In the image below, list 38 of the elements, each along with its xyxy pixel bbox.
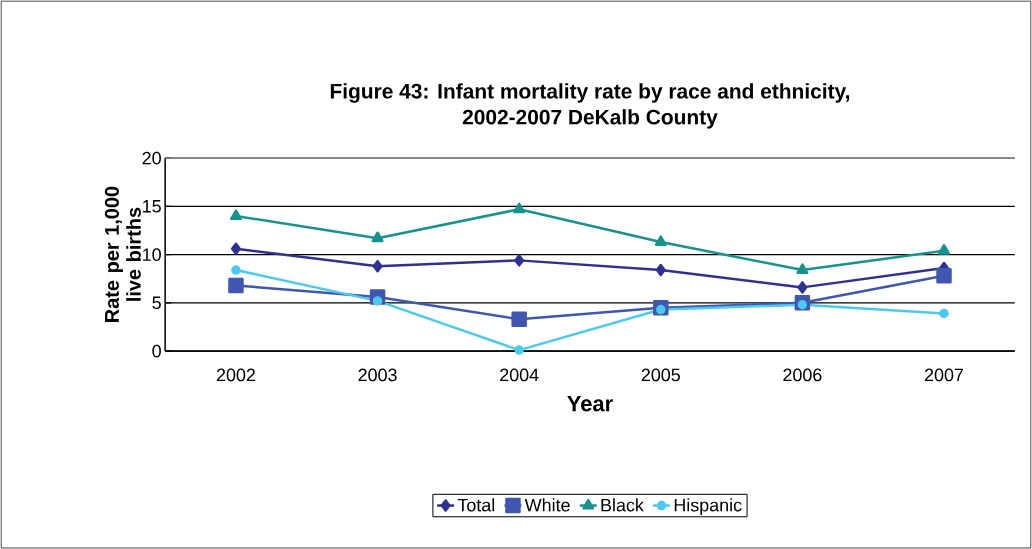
point <box>231 265 241 275</box>
point <box>796 263 809 274</box>
point <box>797 299 808 310</box>
point <box>372 296 383 306</box>
x-tick-label: 2003 <box>358 368 397 382</box>
x-tick-label: 2007 <box>924 368 964 382</box>
point <box>939 308 949 319</box>
point <box>228 277 244 294</box>
point <box>514 254 525 267</box>
y-tick-label: 10 <box>143 248 161 261</box>
x-tick-label: 2006 <box>783 368 822 382</box>
point <box>654 235 667 246</box>
point <box>797 281 808 294</box>
x-tick-label: 2005 <box>641 368 680 382</box>
legend-label: Black <box>601 498 644 512</box>
point <box>229 209 242 220</box>
x-tick-label: 2002 <box>216 368 255 382</box>
x-axis-title: Year <box>567 396 613 412</box>
point <box>372 259 383 273</box>
chart-title: Figure 43: Infant mortality rate by race and ethnicity, 2002-2007 DeKalb County <box>330 83 850 129</box>
legend-label: White <box>524 498 570 512</box>
y-tick-label: 20 <box>142 151 161 165</box>
y-tick-label: 0 <box>152 344 161 358</box>
x-tick-label: 2004 <box>500 368 539 382</box>
point <box>938 243 951 255</box>
point <box>656 304 666 315</box>
point <box>936 267 952 284</box>
point <box>655 263 666 277</box>
point <box>513 202 526 214</box>
y-tick-label: 5 <box>152 296 161 309</box>
legend-label: Hispanic <box>674 498 742 515</box>
y-axis-title: Rate per 1,000 live births <box>104 186 141 322</box>
point <box>514 345 524 355</box>
legend-label: Total <box>457 498 495 512</box>
y-tick-label: 15 <box>143 200 161 213</box>
point <box>230 242 241 255</box>
point <box>371 231 384 243</box>
point <box>511 311 527 327</box>
